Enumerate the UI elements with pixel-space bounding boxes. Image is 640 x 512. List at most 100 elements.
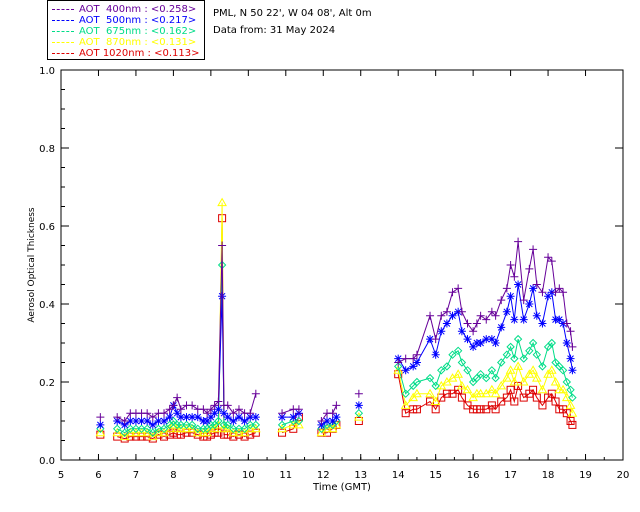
data-point bbox=[559, 288, 568, 297]
data-point bbox=[229, 424, 238, 434]
data-point bbox=[501, 373, 512, 382]
data-point bbox=[431, 381, 440, 391]
data-point bbox=[229, 409, 238, 418]
data-point bbox=[457, 327, 466, 336]
data-point bbox=[294, 405, 303, 414]
data-point bbox=[412, 377, 422, 387]
data-point bbox=[126, 417, 135, 425]
data-point bbox=[251, 420, 261, 430]
data-point bbox=[317, 417, 326, 425]
data-point bbox=[496, 380, 507, 390]
data-point bbox=[529, 245, 538, 254]
data-point bbox=[482, 315, 491, 324]
data-point bbox=[505, 365, 516, 374]
x-tick-label: 10 bbox=[242, 470, 255, 481]
data-point bbox=[278, 428, 287, 437]
data-point bbox=[206, 420, 216, 430]
data-point bbox=[506, 261, 515, 269]
legend: AOT 400nm : <0.258> AOT 500nm : <0.217> … bbox=[47, 0, 205, 60]
legend-item-870nm: AOT 870nm : <0.131> bbox=[52, 37, 196, 48]
data-point bbox=[457, 380, 467, 390]
data-point bbox=[487, 384, 497, 394]
data-point bbox=[214, 405, 223, 414]
legend-swatch-675nm bbox=[52, 30, 74, 32]
data-point bbox=[476, 311, 485, 320]
data-point bbox=[568, 366, 577, 375]
data-point bbox=[487, 335, 496, 344]
data-point bbox=[538, 288, 547, 297]
legend-swatch-400nm bbox=[52, 8, 74, 10]
x-tick-label: 18 bbox=[542, 470, 555, 481]
data-point bbox=[491, 373, 500, 383]
legend-swatch-1020nm bbox=[52, 52, 74, 54]
data-point bbox=[532, 350, 542, 359]
data-point bbox=[510, 272, 519, 281]
data-point bbox=[487, 366, 497, 375]
data-point bbox=[188, 413, 197, 422]
data-point bbox=[463, 335, 472, 344]
y-tick-label: 0.4 bbox=[39, 300, 55, 311]
data-point bbox=[532, 393, 541, 402]
data-point bbox=[332, 413, 341, 422]
data-point bbox=[565, 400, 576, 409]
data-point bbox=[525, 300, 534, 308]
data-point bbox=[228, 427, 239, 437]
data-point bbox=[448, 350, 457, 359]
data-point bbox=[412, 388, 422, 398]
data-point bbox=[328, 417, 337, 425]
data-point bbox=[160, 417, 169, 425]
data-point bbox=[457, 393, 466, 402]
data-point bbox=[289, 413, 298, 422]
data-point bbox=[137, 424, 146, 434]
data-point bbox=[148, 420, 157, 429]
data-point bbox=[409, 362, 418, 371]
y-tick-label: 0.0 bbox=[39, 456, 55, 467]
data-point bbox=[234, 427, 244, 437]
data-point bbox=[176, 420, 186, 430]
data-point bbox=[148, 413, 157, 422]
data-point bbox=[519, 354, 528, 363]
data-point bbox=[558, 384, 568, 394]
data-point bbox=[491, 339, 500, 347]
series-line bbox=[117, 218, 573, 440]
data-point bbox=[181, 423, 192, 433]
data-point bbox=[497, 358, 506, 367]
x-tick-label: 12 bbox=[317, 470, 330, 481]
data-point bbox=[210, 401, 219, 410]
data-point bbox=[510, 315, 519, 324]
data-point bbox=[487, 307, 496, 316]
series-line bbox=[116, 264, 573, 434]
legend-swatch-870nm bbox=[52, 41, 74, 43]
data-point bbox=[394, 358, 403, 367]
data-point bbox=[454, 385, 463, 394]
data-point bbox=[476, 369, 485, 379]
data-point bbox=[475, 388, 486, 398]
data-point bbox=[510, 397, 519, 406]
data-point bbox=[568, 420, 577, 429]
data-point bbox=[463, 319, 472, 328]
data-point bbox=[497, 296, 506, 305]
x-tick-label: 14 bbox=[392, 470, 405, 481]
data-point bbox=[401, 366, 410, 375]
x-tick-label: 8 bbox=[170, 470, 176, 481]
data-point bbox=[463, 366, 472, 375]
series-4 bbox=[96, 214, 577, 443]
data-point bbox=[120, 428, 129, 437]
data-point bbox=[401, 389, 410, 398]
data-point bbox=[566, 385, 575, 395]
data-point bbox=[176, 413, 185, 422]
x-axis-ticks: 5 6 7 8 9 10 11 12 13 14 15 16 17 18 19 20 bbox=[58, 70, 629, 481]
data-point bbox=[323, 417, 332, 425]
data-point bbox=[551, 288, 560, 297]
data-point bbox=[251, 413, 260, 422]
data-point bbox=[437, 311, 446, 320]
legend-label-400nm: AOT 400nm : <0.258> bbox=[79, 4, 197, 15]
data-point bbox=[509, 376, 520, 386]
data-point bbox=[199, 405, 208, 414]
data-point bbox=[547, 338, 557, 348]
data-point bbox=[409, 354, 418, 363]
x-tick-label: 16 bbox=[467, 470, 480, 481]
data-point bbox=[277, 420, 287, 430]
y-tick-label: 1.0 bbox=[39, 66, 55, 77]
data-point bbox=[457, 307, 466, 316]
